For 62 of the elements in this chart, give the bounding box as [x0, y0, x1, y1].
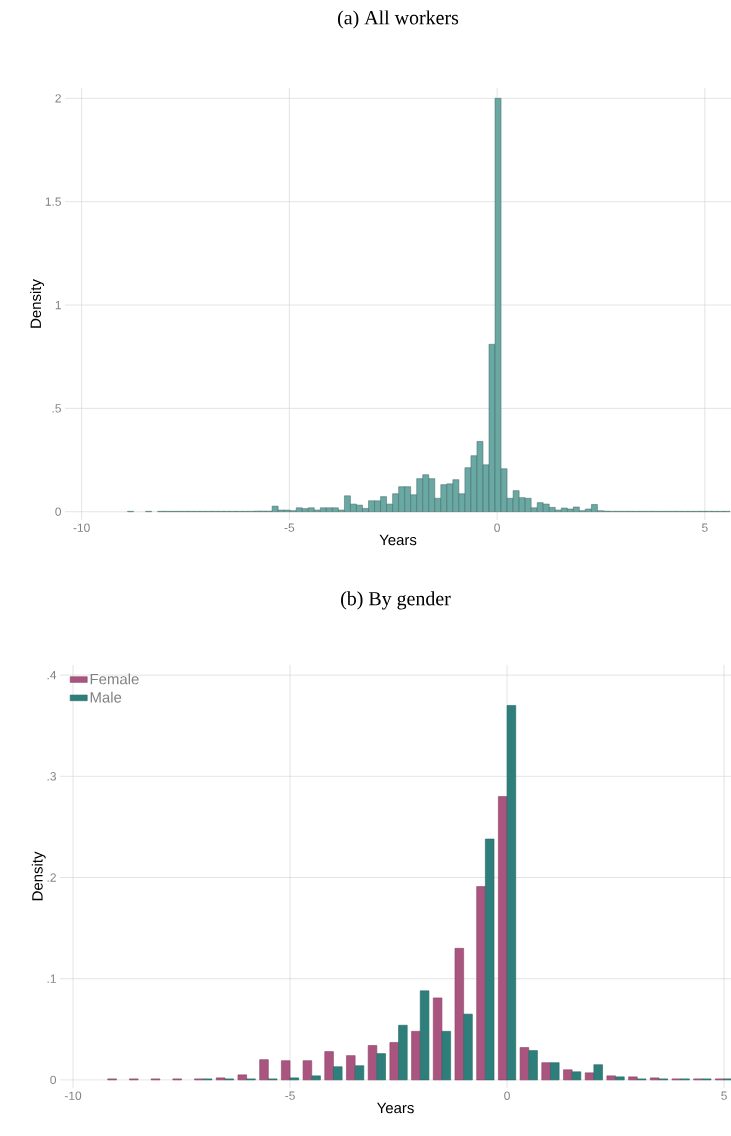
- bar: [302, 1060, 313, 1081]
- legend-label: Male: [90, 691, 122, 703]
- bar: [593, 1064, 603, 1081]
- x-tick-label: 5: [701, 523, 708, 532]
- y-tick-label: .5: [52, 404, 61, 413]
- bar: [367, 1045, 378, 1081]
- y-tick-label: .4: [47, 671, 57, 680]
- bar: [606, 1075, 616, 1081]
- bar: [419, 990, 430, 1081]
- y-axis-title: Density: [31, 851, 46, 901]
- bar: [311, 1075, 321, 1081]
- bar: [550, 1062, 560, 1081]
- bar: [346, 1055, 356, 1081]
- x-tick-label: 0: [494, 523, 500, 532]
- y-tick-label: .2: [47, 873, 56, 882]
- x-tick-label: -10: [64, 1091, 82, 1100]
- bar: [541, 1062, 551, 1081]
- bar: [215, 1077, 226, 1081]
- bar: [237, 1074, 247, 1081]
- bar: [485, 838, 495, 1081]
- bar: [259, 1059, 269, 1081]
- bar: [519, 1047, 530, 1081]
- x-tick-label: 5: [721, 1091, 727, 1100]
- bar: [615, 1076, 625, 1081]
- bar: [563, 1069, 573, 1081]
- bar: [432, 997, 443, 1081]
- x-tick-label: 0: [504, 1091, 510, 1100]
- bar: [649, 1077, 660, 1081]
- chart-title: (b) By gender: [341, 591, 451, 610]
- bar: [324, 1051, 334, 1081]
- x-tick-label: -10: [73, 523, 90, 532]
- x-axis-title: Years: [377, 1102, 414, 1114]
- bar: [376, 1053, 386, 1081]
- bar: [571, 1071, 582, 1081]
- chart-title: (a) All workers: [338, 10, 459, 29]
- bar: [441, 1031, 451, 1081]
- y-tick-label: 1: [55, 300, 61, 310]
- x-axis-title: Years: [379, 534, 417, 546]
- bar: [333, 1066, 343, 1081]
- bar: [281, 1060, 291, 1081]
- bar: [389, 1042, 399, 1081]
- y-tick-label: 2: [55, 94, 61, 103]
- y-tick-label: .3: [47, 772, 56, 781]
- bar: [584, 1072, 595, 1081]
- y-tick-label: 0: [55, 507, 62, 516]
- bar: [454, 948, 464, 1081]
- y-tick-label: 0: [50, 1075, 57, 1085]
- x-tick-label: -5: [284, 523, 295, 532]
- bar: [289, 1077, 300, 1081]
- y-tick-label: .1: [47, 974, 56, 983]
- legend-label: Female: [90, 673, 139, 685]
- bar: [506, 705, 517, 1081]
- y-axis-title: Density: [30, 279, 45, 328]
- bar: [411, 1031, 421, 1081]
- bar: [463, 1013, 473, 1081]
- bar: [476, 886, 486, 1081]
- bar: [398, 1024, 408, 1081]
- bar: [628, 1076, 638, 1081]
- bar: [354, 1065, 365, 1081]
- x-tick-label: -5: [285, 1091, 295, 1100]
- y-tick-label: 1.5: [45, 197, 61, 206]
- bar: [528, 1050, 538, 1081]
